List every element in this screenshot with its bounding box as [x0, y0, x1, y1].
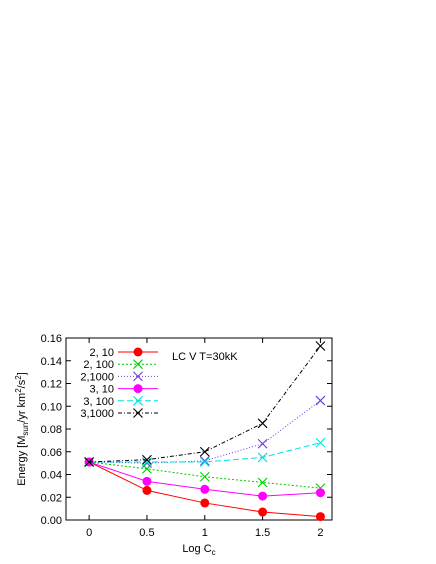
data-point: [257, 418, 268, 429]
data-point: [142, 454, 152, 465]
data-point: [199, 446, 210, 457]
data-point: [200, 484, 210, 494]
y-tick-label: 0.06: [41, 447, 62, 459]
legend-label: 3,1000: [80, 408, 114, 420]
data-point: [200, 498, 210, 508]
x-axis-title: Log Cc: [182, 543, 215, 557]
data-point: [315, 437, 326, 448]
data-point: [133, 395, 143, 406]
data-point: [199, 455, 210, 466]
y-tick-label: 0.14: [41, 356, 62, 368]
y-tick-label: 0.10: [41, 401, 62, 413]
data-point: [199, 471, 210, 482]
y-tick-label: 0.00: [41, 515, 62, 527]
data-point: [315, 395, 326, 406]
x-tick-label: 0: [86, 527, 92, 539]
x-tick-label: 2: [317, 527, 323, 539]
data-point: [257, 438, 268, 449]
data-point: [133, 371, 143, 382]
data-point: [315, 341, 326, 351]
data-point: [257, 452, 268, 463]
data-point: [133, 347, 143, 357]
legend-label: 2,1000: [80, 371, 114, 383]
data-point: [315, 488, 325, 498]
series-line: [89, 461, 321, 489]
series-line: [89, 345, 321, 463]
x-tick-label: 1: [202, 527, 208, 539]
x-tick-label: 1.5: [255, 527, 270, 539]
data-point: [142, 476, 152, 486]
data-point: [199, 457, 210, 467]
y-tick-label: 0.04: [41, 470, 62, 482]
data-point: [133, 408, 143, 418]
y-axis-title: Energy [Msun/yr km2/s2]: [14, 372, 30, 486]
data-point: [258, 507, 268, 517]
data-point: [84, 457, 95, 467]
data-point: [257, 477, 268, 488]
data-point: [315, 512, 325, 522]
y-tick-label: 0.02: [41, 492, 62, 504]
series-line: [89, 400, 321, 464]
data-point: [133, 359, 143, 370]
y-tick-label: 0.12: [41, 379, 62, 391]
series-lines: [84, 341, 326, 522]
chart-annotation: LC V T=30kK: [172, 351, 238, 363]
data-point: [142, 485, 152, 495]
y-tick-label: 0.16: [41, 333, 62, 345]
legend-label: 3, 100: [83, 396, 114, 408]
axis-ticks: 0.00 0.02 0.04 0.06 0.08 0.10 0.12 0.14 0.16 0 0.5…: [41, 333, 332, 539]
data-point: [258, 491, 268, 501]
y-tick-label: 0.08: [41, 424, 62, 436]
legend-label: 2, 10: [90, 347, 114, 359]
legend-label: 3, 10: [90, 384, 114, 396]
series-line: [89, 442, 321, 463]
legend-label: 2, 100: [83, 359, 114, 371]
data-point: [133, 384, 143, 394]
x-tick-label: 0.5: [139, 527, 154, 539]
